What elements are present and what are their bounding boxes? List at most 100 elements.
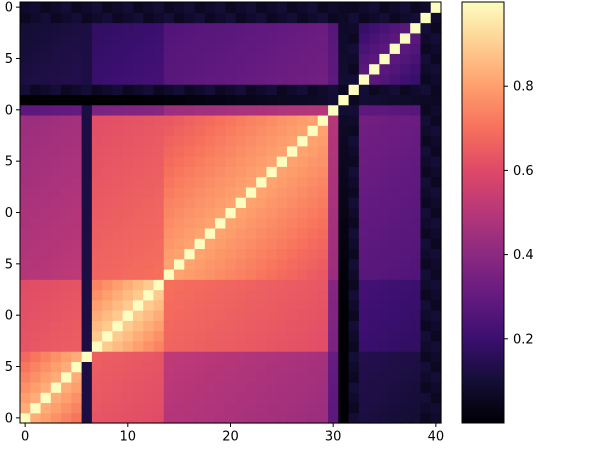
heatmap-cell [369, 320, 380, 332]
heatmap-cell [71, 53, 83, 65]
heatmap-cell [328, 340, 339, 352]
heatmap-cell [40, 340, 52, 352]
heatmap-cell [276, 258, 288, 270]
heatmap-cell [338, 361, 350, 373]
heatmap-cell [20, 145, 31, 157]
heatmap-cell [81, 351, 93, 362]
heatmap-cell [194, 145, 206, 157]
heatmap-cell [153, 238, 165, 250]
heatmap-cell [102, 279, 114, 291]
heatmap-cell [266, 104, 278, 116]
heatmap-cell [102, 310, 114, 321]
heatmap-cell [112, 22, 124, 34]
heatmap-cell [430, 32, 442, 44]
heatmap-cell [266, 145, 278, 157]
heatmap-cell [286, 12, 298, 24]
heatmap-cell [122, 186, 134, 198]
heatmap-cell [307, 299, 319, 311]
heatmap-cell [328, 145, 339, 157]
heatmap-cell [61, 340, 72, 352]
heatmap-cell [102, 43, 114, 54]
heatmap-cell [338, 381, 350, 393]
heatmap-cell [328, 63, 339, 75]
heatmap-cell [91, 114, 103, 126]
heatmap-cell [317, 207, 329, 219]
heatmap-cell [204, 402, 216, 414]
heatmap-cell [20, 258, 31, 270]
heatmap-cell [71, 2, 83, 13]
heatmap-cell [256, 43, 268, 54]
heatmap-cell [410, 32, 422, 44]
heatmap-cell [420, 227, 432, 239]
heatmap-cell [184, 238, 196, 250]
heatmap-cell [61, 268, 72, 280]
heatmap-cell [399, 84, 411, 96]
heatmap-cell [184, 125, 196, 137]
heatmap-cell [297, 330, 309, 342]
heatmap-cell [204, 176, 216, 188]
heatmap-cell [20, 320, 31, 332]
heatmap-cell [163, 2, 175, 13]
heatmap-cell [204, 135, 216, 147]
heatmap-cell [163, 32, 175, 44]
heatmap-cell [389, 135, 401, 147]
heatmap-cell [91, 268, 103, 280]
heatmap-cell [420, 145, 432, 157]
heatmap-cell [215, 104, 226, 116]
heatmap-cell [20, 207, 31, 219]
heatmap-cell [328, 43, 339, 54]
heatmap-cell [40, 289, 52, 301]
heatmap-cell [389, 351, 401, 362]
heatmap-cell [410, 279, 422, 291]
heatmap-cell [225, 63, 237, 75]
heatmap-cell [61, 258, 72, 270]
heatmap-cell [317, 217, 329, 229]
heatmap-cell [50, 258, 62, 270]
heatmap-cell [132, 289, 144, 301]
heatmap-cell [379, 84, 391, 96]
heatmap-cell [328, 310, 339, 321]
heatmap-cell [122, 156, 134, 167]
heatmap-cell [297, 32, 309, 44]
heatmap-cell [153, 371, 165, 383]
heatmap-cell [235, 310, 247, 321]
heatmap-cell [307, 32, 319, 44]
heatmap-cell [194, 289, 206, 301]
heatmap-cell [204, 392, 216, 404]
heatmap-cell [71, 73, 83, 85]
heatmap-cell [266, 32, 278, 44]
heatmap-cell [194, 197, 206, 208]
heatmap-cell [430, 238, 442, 250]
heatmap-cell [286, 114, 298, 126]
heatmap-cell [71, 135, 83, 147]
heatmap-cell [163, 207, 175, 219]
heatmap-cell [276, 104, 288, 116]
heatmap-cell [369, 63, 380, 75]
heatmap-cell [256, 248, 268, 260]
heatmap-cell [338, 310, 350, 321]
heatmap-cell [420, 125, 432, 137]
heatmap-cell [174, 207, 185, 219]
heatmap-cell [215, 135, 226, 147]
heatmap-cell [102, 104, 114, 116]
heatmap-cell [348, 2, 360, 13]
heatmap-cell [307, 258, 319, 270]
heatmap-cell [50, 94, 62, 106]
heatmap-cell [122, 207, 134, 219]
heatmap-cell [307, 412, 319, 424]
heatmap-cell [215, 2, 226, 13]
heatmap-cell [358, 412, 370, 424]
heatmap-cell [256, 412, 268, 424]
heatmap-cell [389, 207, 401, 219]
heatmap-cell [174, 166, 185, 178]
heatmap-cell [235, 217, 247, 229]
heatmap-cell [153, 381, 165, 393]
heatmap-cell [328, 186, 339, 198]
y-tick-label: 5 [5, 360, 13, 375]
heatmap-cell [245, 73, 257, 85]
heatmap-cell [184, 145, 196, 157]
heatmap-cell [91, 186, 103, 198]
heatmap-cell [235, 340, 247, 352]
heatmap-cell [30, 32, 42, 44]
heatmap-cell [204, 43, 216, 54]
